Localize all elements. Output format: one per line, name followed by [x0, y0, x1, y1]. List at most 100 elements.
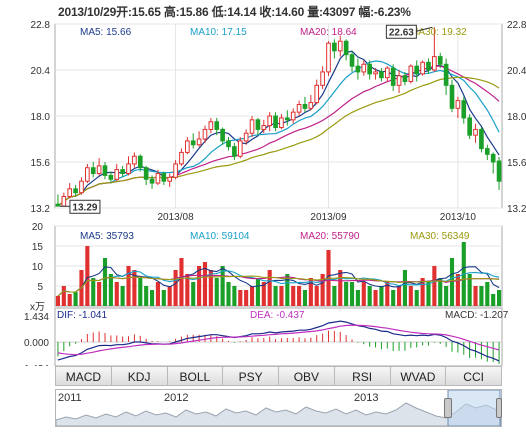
tab-kdj[interactable]: KDJ — [111, 366, 168, 386]
candle-body — [284, 117, 290, 121]
high-label: 高: — [163, 5, 180, 19]
volume-bar — [373, 290, 378, 306]
volume-bar — [338, 270, 343, 306]
tab-boll[interactable]: BOLL — [167, 366, 224, 386]
candle-body — [261, 125, 267, 130]
tab-obv[interactable]: OBV — [279, 366, 335, 386]
candle-body — [290, 111, 296, 121]
volume-bar — [355, 290, 360, 306]
navigator-right-handle[interactable] — [496, 398, 502, 418]
tab-rsi[interactable]: RSI — [334, 366, 391, 386]
candle-body — [232, 146, 237, 157]
volume-bar — [479, 286, 484, 306]
high-value: 15.86 — [179, 5, 209, 19]
macd-dif-legend: DIF: -1.041 — [57, 310, 107, 321]
volume-bar — [455, 274, 460, 306]
candle-body — [167, 176, 173, 182]
tab-wvad[interactable]: WVAD — [390, 366, 447, 386]
candle-body — [320, 71, 325, 86]
volume-bar — [73, 292, 78, 306]
candle-body — [461, 100, 467, 119]
candle-body — [467, 117, 472, 136]
volume-bar — [302, 290, 308, 306]
volume-bar — [332, 286, 337, 306]
volume-bar — [273, 286, 278, 306]
candle-body — [273, 115, 278, 128]
tab-psy[interactable]: PSY — [223, 366, 279, 386]
volume-bar — [485, 282, 490, 306]
volume-bar — [467, 274, 472, 306]
date-tick: 2013/10 — [440, 212, 477, 223]
volume-legend-item: MA5: 35793 — [80, 231, 134, 242]
price-tick-left: 20.4 — [31, 66, 51, 77]
volume-tick: 20 — [32, 222, 44, 233]
volume-bar — [449, 258, 455, 306]
stock-chart[interactable]: 13.2 13.2 15.6 15.6 18.0 18.0 20.4 20.4 22.8 22.8… — [0, 0, 526, 366]
tab-macd[interactable]: MACD — [55, 366, 112, 386]
volume-bar — [285, 274, 290, 306]
volume-bar — [391, 290, 396, 306]
volume-bar — [308, 278, 313, 306]
volume-bar — [126, 266, 131, 306]
tab-cci[interactable]: CCI — [446, 366, 502, 386]
volume-bar — [344, 282, 349, 306]
indicator-tabs: MACD KDJ BOLL PSY OBV RSI WVAD CCI — [55, 366, 502, 388]
candle-body — [402, 75, 408, 82]
candle-body — [414, 65, 420, 75]
candle-body — [237, 140, 243, 157]
price-tick-right: 18.0 — [507, 112, 526, 123]
candle-body — [120, 169, 125, 175]
volume-bar — [320, 274, 325, 306]
candle-body — [337, 40, 343, 52]
candle-body — [343, 40, 349, 56]
navigator-overview — [56, 390, 501, 426]
volume-legend-item: MA10: 59104 — [190, 231, 250, 242]
navigator-left-handle[interactable] — [444, 398, 452, 418]
candle-body — [67, 188, 73, 197]
volume-bar — [244, 290, 249, 306]
candle-body — [449, 84, 455, 109]
price-tick-right: 15.6 — [507, 158, 526, 169]
volume-bar — [226, 282, 231, 306]
candle-body — [349, 54, 355, 67]
volume-bar — [132, 270, 137, 306]
volume-bar — [102, 258, 108, 306]
volume-bar — [402, 270, 408, 306]
volume-tick: 15 — [32, 242, 44, 253]
quote-summary: 2013/10/29开:15.65 高:15.86 低:14.14 收:14.6… — [58, 3, 411, 20]
volume-label: 量: — [307, 5, 323, 19]
volume-bar — [408, 286, 413, 306]
candle-body — [279, 117, 284, 128]
volume-bar — [432, 266, 437, 306]
candle-body — [126, 163, 131, 175]
volume-bar — [385, 282, 390, 306]
navigator-window — [447, 390, 501, 426]
volume-ma30-line — [57, 275, 500, 297]
candle-body — [308, 102, 314, 109]
volume-tick: 10 — [32, 262, 44, 273]
volume-bar — [238, 290, 243, 306]
candle-body — [208, 121, 214, 130]
volume-bar — [414, 290, 419, 306]
candle-body — [326, 42, 331, 73]
time-navigator[interactable]: 2011 2012 2013 — [55, 389, 502, 427]
macd-tick: 0.000 — [24, 338, 49, 349]
macd-tick: -1.434 — [21, 364, 50, 366]
candle-body — [490, 153, 496, 163]
candle-body — [384, 67, 390, 79]
price-legend-item: MA30: 19.32 — [410, 27, 467, 38]
volume-bar — [161, 290, 166, 306]
volume-bar — [149, 290, 155, 306]
volume-bar — [114, 282, 119, 306]
volume-bar — [67, 294, 72, 306]
candle-body — [302, 104, 308, 109]
price-ma5-line — [57, 50, 500, 207]
navigator-year-2012: 2012 — [164, 392, 189, 404]
volume-bar — [214, 278, 219, 306]
candle-body — [379, 71, 384, 79]
volume-bar — [173, 270, 178, 306]
volume-bar — [255, 278, 260, 306]
volume-legend-item: MA30: 56349 — [410, 231, 470, 242]
low-label: 低: — [211, 5, 228, 19]
candle-body — [132, 155, 137, 165]
